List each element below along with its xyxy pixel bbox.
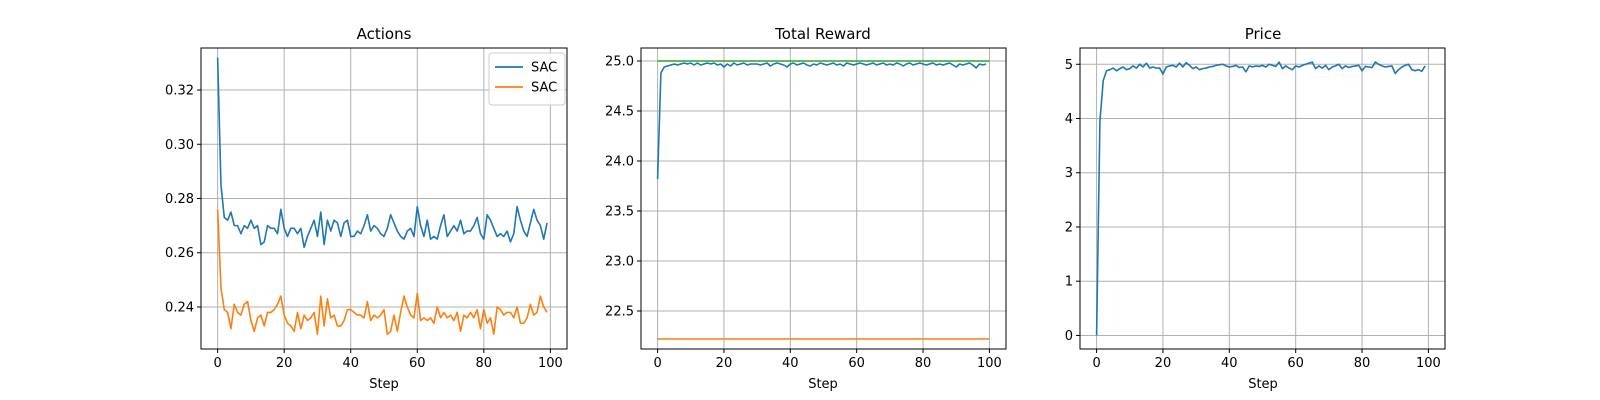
price-ytick-label: 5	[1065, 58, 1073, 73]
total-reward-title: Total Reward	[774, 25, 871, 43]
actions-ytick-label: 0.30	[165, 138, 194, 153]
price-title: Price	[1245, 25, 1282, 43]
price-xtick-label: 40	[1221, 356, 1238, 371]
price-xtick-label: 100	[1416, 356, 1441, 371]
actions-legend-box	[488, 52, 566, 106]
actions-xtick-label: 60	[409, 356, 426, 371]
total-reward-xtick-label: 0	[653, 356, 661, 371]
actions-axes-frame	[200, 47, 568, 350]
actions-xtick-label: 40	[342, 356, 359, 371]
actions-ytick-label: 0.32	[165, 84, 194, 99]
total-reward-xtick-label: 100	[977, 356, 1002, 371]
price-ytick-label: 4	[1065, 112, 1073, 127]
total-reward-panel: 0 20 40 60 80 100 22.5 23.0 23.5 24.0 24.5 25.0 Tota…	[605, 25, 1007, 392]
total-reward-ytick-label: 25.0	[605, 55, 634, 70]
price-panel: 0 20 40 60 80 100 0 1 2 3 4 5 Price Step	[1065, 25, 1446, 392]
actions-title: Actions	[357, 25, 412, 43]
actions-ytick-label: 0.26	[165, 246, 194, 261]
price-xtick-label: 80	[1354, 356, 1371, 371]
actions-legend: SAC SAC	[488, 52, 566, 106]
total-reward-ytick-label: 24.0	[605, 155, 634, 170]
total-reward-axes-frame	[640, 47, 1007, 350]
total-reward-series-line-1	[656, 62, 987, 180]
actions-xtick-label: 0	[213, 356, 221, 371]
actions-series-line-1	[216, 57, 548, 249]
actions-legend-label: SAC	[531, 61, 557, 76]
price-ytick-label: 3	[1065, 166, 1073, 181]
total-reward-xlabel: Step	[808, 377, 838, 392]
total-reward-ytick-label: 22.5	[605, 305, 634, 320]
price-xlabel: Step	[1248, 377, 1278, 392]
actions-panel: 0 20 40 60 80 100 0.24 0.26 0.28 0.30 0.32 SAC SAC Ac…	[165, 25, 568, 392]
actions-xtick-label: 100	[538, 356, 563, 371]
total-reward-xtick-label: 20	[716, 356, 733, 371]
price-xtick-label: 0	[1092, 356, 1100, 371]
actions-series-line-2	[216, 209, 548, 335]
total-reward-xtick-label: 80	[915, 356, 932, 371]
total-reward-ytick-label: 24.5	[605, 105, 634, 120]
total-reward-ytick-label: 23.5	[605, 205, 634, 220]
actions-ytick-label: 0.28	[165, 192, 194, 207]
price-ytick-label: 0	[1065, 329, 1073, 344]
actions-xtick-label: 80	[476, 356, 493, 371]
price-series-line-1	[1095, 61, 1426, 336]
actions-xlabel: Step	[369, 377, 399, 392]
total-reward-ytick-label: 23.0	[605, 255, 634, 270]
total-reward-xtick-label: 60	[848, 356, 865, 371]
price-xtick-label: 20	[1155, 356, 1172, 371]
actions-ytick-label: 0.24	[165, 300, 194, 315]
price-ytick-label: 1	[1065, 275, 1073, 290]
actions-legend-label: SAC	[531, 81, 557, 96]
actions-xtick-label: 20	[276, 356, 293, 371]
price-xtick-label: 60	[1287, 356, 1304, 371]
total-reward-xtick-label: 40	[782, 356, 799, 371]
price-axes-frame	[1079, 47, 1446, 350]
price-ytick-label: 2	[1065, 220, 1073, 235]
